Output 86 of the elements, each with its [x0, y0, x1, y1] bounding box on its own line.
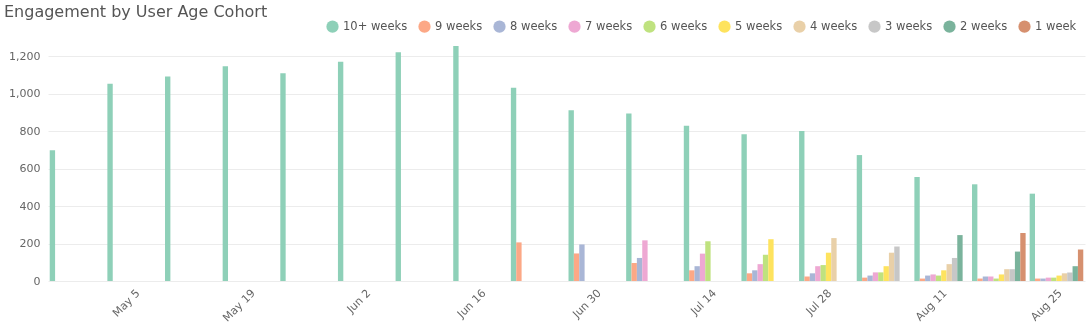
chart-title: Engagement by User Age Cohort — [4, 2, 268, 21]
bar — [1029, 193, 1036, 281]
bar — [941, 270, 947, 281]
bar — [804, 276, 810, 281]
bar — [831, 238, 837, 281]
y-tick-label: 600 — [19, 162, 41, 176]
bar — [1004, 269, 1010, 281]
legend-label: 5 weeks — [735, 18, 783, 33]
bar — [762, 254, 769, 281]
bar — [757, 264, 763, 281]
legend-label: 9 weeks — [435, 18, 483, 33]
bar — [820, 265, 826, 281]
bar — [689, 270, 695, 281]
legend-label: 10+ weeks — [343, 18, 408, 33]
bar — [1020, 233, 1026, 281]
legend-label: 6 weeks — [660, 18, 708, 33]
bar — [1009, 269, 1015, 281]
y-tick-label: 0 — [33, 274, 41, 288]
bar — [1061, 273, 1068, 281]
bar — [337, 61, 344, 281]
bar — [825, 252, 832, 281]
bar — [107, 83, 113, 281]
x-tick-label: Jul 28 — [802, 286, 835, 319]
bar — [49, 150, 56, 281]
bar — [746, 273, 753, 281]
bar — [799, 131, 805, 281]
x-tick-label: Jun 2 — [343, 286, 374, 317]
legend-label: 1 week — [1035, 18, 1077, 33]
bar — [977, 278, 983, 281]
bar — [694, 266, 700, 281]
bar — [395, 52, 401, 281]
bar — [894, 246, 900, 281]
legend-label: 3 weeks — [885, 18, 933, 33]
x-tick-label: Jun 16 — [454, 286, 489, 322]
bar — [683, 125, 690, 281]
y-tick-label: 1,000 — [9, 87, 41, 101]
bar — [883, 266, 889, 281]
bar — [631, 263, 637, 281]
x-tick-label: Jun 30 — [569, 286, 604, 322]
bar — [573, 253, 580, 281]
bar — [998, 274, 1005, 281]
bar — [872, 272, 879, 281]
bar — [946, 264, 952, 281]
legend-label: 7 weeks — [585, 18, 633, 33]
bar — [856, 155, 863, 281]
bar — [752, 270, 758, 281]
bar — [930, 274, 936, 281]
bar — [888, 252, 895, 281]
y-tick-label: 400 — [19, 199, 41, 213]
bar — [510, 87, 517, 281]
bar — [516, 242, 522, 281]
bar — [579, 244, 585, 281]
bar — [914, 176, 920, 281]
bar — [1067, 272, 1073, 281]
bar — [636, 257, 643, 281]
bar — [165, 76, 171, 281]
bar — [1014, 251, 1021, 281]
bar — [642, 240, 648, 281]
bar — [1040, 278, 1046, 281]
bar — [768, 239, 774, 281]
legend-label: 4 weeks — [810, 18, 858, 33]
bar — [951, 257, 958, 281]
bar — [568, 110, 574, 281]
bar — [809, 273, 816, 281]
y-tick-label: 1,200 — [9, 49, 41, 63]
bar — [280, 73, 286, 281]
x-tick-label: Jul 14 — [687, 286, 720, 319]
bar — [1072, 266, 1078, 281]
bar — [867, 275, 873, 281]
bar — [815, 266, 821, 281]
bar — [222, 66, 229, 281]
bar — [453, 46, 459, 281]
bar — [705, 241, 711, 281]
bar — [957, 235, 963, 281]
bar — [741, 134, 747, 281]
legend-label: 8 weeks — [510, 18, 558, 33]
bar — [1077, 249, 1084, 281]
bar — [972, 184, 978, 281]
bar — [1056, 275, 1062, 281]
y-tick-label: 200 — [19, 237, 41, 251]
bar — [993, 278, 999, 281]
bar — [626, 113, 632, 281]
legend-label: 2 weeks — [960, 18, 1008, 33]
bar — [699, 253, 706, 281]
bar — [878, 272, 884, 281]
y-tick-label: 800 — [19, 124, 41, 138]
